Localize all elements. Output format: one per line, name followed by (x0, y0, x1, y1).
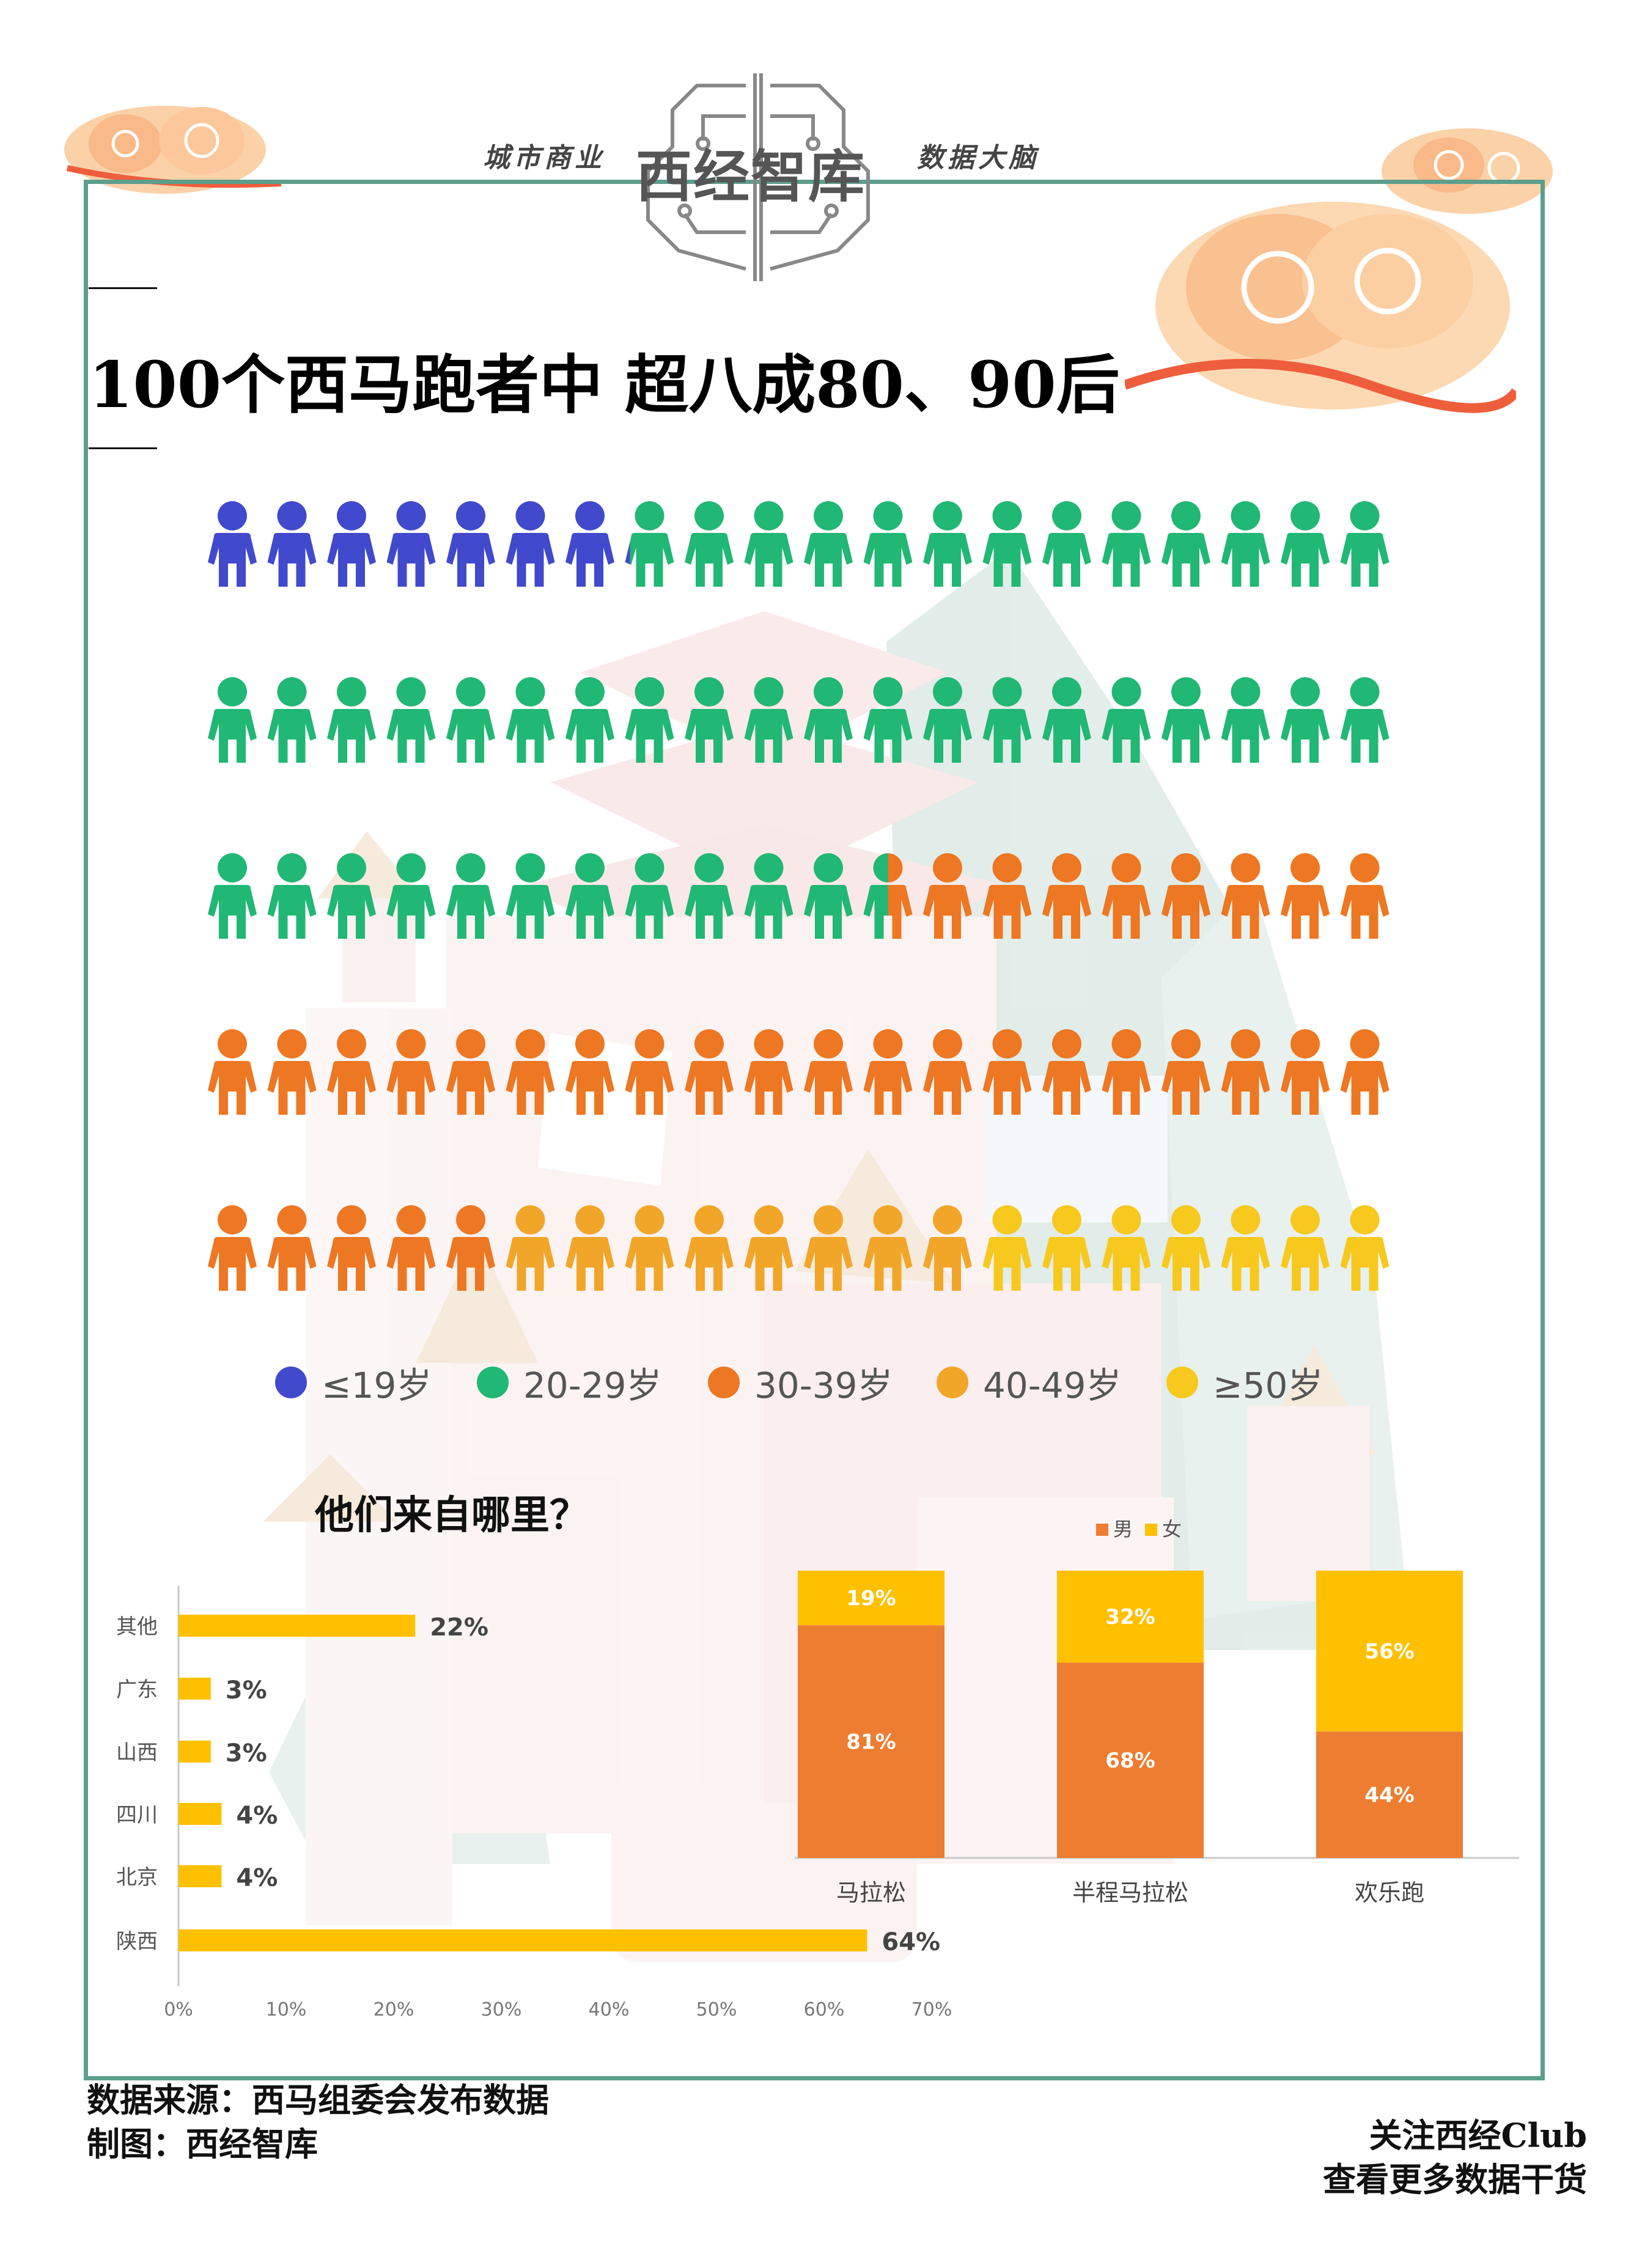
legend-item-20-29: 20-29岁 (477, 1358, 662, 1407)
origin-x-tick: 30% (481, 1999, 522, 2020)
gender-legend-swatch (1096, 1524, 1108, 1536)
legend-item-le19: ≤19岁 (275, 1358, 432, 1407)
origin-value-label: 64% (882, 1928, 940, 1956)
legend-label: ≥50岁 (1213, 1365, 1324, 1406)
tagline-right: 数据大脑 (917, 142, 1039, 174)
origin-category-label: 广东 (116, 1678, 158, 1702)
legend-item-ge50: ≥50岁 (1166, 1358, 1323, 1407)
follow-callout: 关注西经Club 查看更多数据干货 (1323, 2113, 1587, 2201)
gender-legend-swatch (1145, 1524, 1157, 1536)
legend-dot-ge50 (1166, 1367, 1198, 1398)
origin-category-label: 陕西 (116, 1929, 158, 1954)
origin-x-tick: 60% (804, 1999, 845, 2020)
legend-label: 40-49岁 (983, 1365, 1122, 1406)
brain-circuit-logo-icon (646, 73, 870, 281)
origin-x-tick: 20% (374, 1999, 414, 2020)
origin-x-tick: 40% (589, 1999, 630, 2020)
origin-value-label: 4% (236, 1802, 278, 1830)
headline-rule-top (89, 287, 157, 289)
page-title: 100个西马跑者中 超八成80、90后 (89, 347, 1120, 422)
gender-segment-label: 44% (1364, 1783, 1414, 1808)
origin-bar (179, 1929, 867, 1951)
gender-legend-label: 女 (1162, 1518, 1182, 1541)
gender-legend-label: 男 (1113, 1518, 1133, 1541)
gender-bar-segment (1057, 1571, 1204, 1663)
legend-item-30-39: 30-39岁 (708, 1358, 893, 1407)
gender-category-label: 半程马拉松 (1072, 1879, 1188, 1906)
legend-dot-40-49 (937, 1367, 968, 1398)
origin-x-tick: 0% (164, 1999, 193, 2020)
brand-logo-text: 西经智库 (636, 144, 866, 210)
cloud-top-left-decoration (64, 106, 282, 194)
origin-category-label: 北京 (116, 1865, 158, 1890)
footer-credits: 数据来源：西马组委会发布数据 制图：西经智库 (87, 2078, 549, 2166)
legend-item-40-49: 40-49岁 (937, 1358, 1122, 1407)
legend-label: 30-39岁 (754, 1365, 893, 1406)
gender-segment-label: 68% (1105, 1749, 1155, 1773)
gender-bar-segment (1316, 1731, 1463, 1858)
origin-category-label: 四川 (116, 1803, 158, 1827)
origin-x-tick: 70% (911, 1999, 952, 2020)
follow-text: 关注西经Club (1369, 2116, 1587, 2155)
origin-x-tick: 10% (266, 1999, 307, 2020)
gender-bar-segment (1316, 1571, 1463, 1732)
origin-category-label: 其他 (116, 1615, 158, 1639)
legend-dot-le19 (275, 1367, 307, 1398)
headline-rule-bottom (89, 447, 157, 449)
gender-bar-segment (1057, 1662, 1204, 1858)
origin-value-label: 3% (226, 1739, 267, 1767)
page-frame (84, 180, 1545, 2080)
origin-bar (179, 1615, 416, 1637)
origin-x-tick: 50% (696, 1999, 737, 2020)
gender-bar-segment (798, 1571, 944, 1626)
gender-segment-label: 19% (846, 1587, 896, 1611)
origin-value-label: 4% (236, 1864, 278, 1892)
legend-dot-20-29 (477, 1367, 509, 1398)
origin-value-label: 3% (226, 1676, 267, 1705)
tagline-left: 城市商业 (483, 142, 605, 174)
origin-chart-title: 他们来自哪里？ (315, 1492, 589, 1538)
origin-bar (179, 1678, 211, 1700)
age-legend: ≤19岁 20-29岁 30-39岁 40-49岁 ≥50岁 (0, 1358, 1631, 1407)
gender-segment-label: 32% (1105, 1605, 1155, 1629)
origin-category-label: 山西 (116, 1741, 158, 1765)
gender-bar-segment (798, 1625, 944, 1858)
origin-bar (179, 1803, 222, 1825)
origin-bar (179, 1865, 222, 1887)
origin-value-label: 22% (430, 1613, 488, 1642)
legend-label: ≤19岁 (322, 1365, 432, 1406)
legend-dot-30-39 (708, 1367, 740, 1398)
more-text: 查看更多数据干货 (1323, 2160, 1587, 2199)
legend-label: 20-29岁 (523, 1365, 662, 1406)
gender-segment-label: 56% (1364, 1640, 1414, 1664)
cloud-right-decoration (1125, 202, 1516, 413)
cloud-top-right-decoration (1382, 128, 1553, 214)
gender-category-label: 欢乐跑 (1355, 1879, 1424, 1906)
gender-segment-label: 81% (846, 1730, 896, 1755)
gender-category-label: 马拉松 (836, 1879, 906, 1906)
data-source-text: 数据来源：西马组委会发布数据 (87, 2080, 549, 2119)
origin-bar (179, 1741, 211, 1763)
made-by-text: 制图：西经智库 (87, 2124, 318, 2163)
